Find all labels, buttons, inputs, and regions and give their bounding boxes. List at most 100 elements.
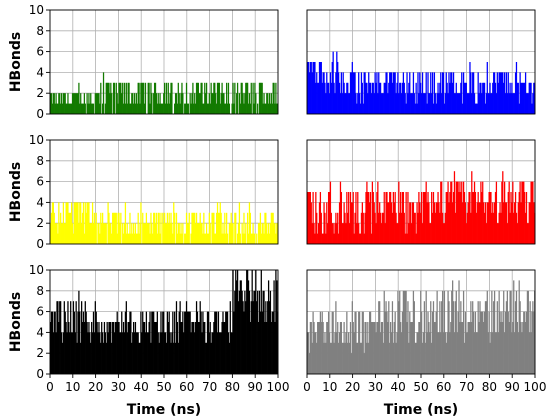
bar xyxy=(386,72,388,114)
x-tick-label: 90 xyxy=(505,380,520,394)
bar xyxy=(75,301,77,374)
bar xyxy=(351,62,353,114)
bar xyxy=(250,82,252,114)
bar xyxy=(503,332,506,374)
bar xyxy=(406,322,408,374)
bar xyxy=(122,103,125,114)
bar xyxy=(257,290,259,374)
bar xyxy=(476,103,478,114)
bar xyxy=(209,223,211,244)
bar xyxy=(271,311,273,374)
bar xyxy=(201,332,203,374)
bar xyxy=(316,72,318,114)
bar xyxy=(380,322,383,374)
bar xyxy=(428,202,430,244)
bar xyxy=(500,322,502,374)
bar xyxy=(498,290,500,374)
x-tick-label: 30 xyxy=(111,380,126,394)
bar xyxy=(400,82,402,114)
bar xyxy=(213,82,215,114)
bar xyxy=(220,332,222,374)
bar xyxy=(66,202,68,244)
bar xyxy=(324,82,326,114)
bar xyxy=(497,332,499,374)
bar xyxy=(223,322,225,374)
bar xyxy=(511,82,513,114)
bar xyxy=(376,192,378,244)
bar xyxy=(469,192,471,244)
bar xyxy=(457,311,459,374)
bar xyxy=(395,342,397,374)
bar xyxy=(524,212,527,244)
bar xyxy=(62,332,65,374)
bar xyxy=(383,192,385,244)
bar xyxy=(348,93,351,114)
x-tick-label: 10 xyxy=(65,380,80,394)
bar xyxy=(322,72,324,114)
bar xyxy=(387,202,389,244)
bar xyxy=(528,332,530,374)
bar xyxy=(467,322,469,374)
bar xyxy=(474,311,477,374)
bar xyxy=(51,202,54,244)
bar xyxy=(400,322,402,374)
bar xyxy=(529,202,531,244)
bar xyxy=(343,202,345,244)
bar xyxy=(57,301,59,374)
bar xyxy=(73,202,75,244)
bar xyxy=(61,342,64,374)
bar xyxy=(66,332,68,374)
series-bars xyxy=(50,202,279,244)
bar xyxy=(138,82,140,114)
y-tick-label: 10 xyxy=(29,3,44,17)
bar xyxy=(506,93,508,114)
bar xyxy=(93,212,96,244)
bar xyxy=(112,212,115,244)
bar xyxy=(480,181,482,244)
bar xyxy=(470,72,472,114)
bar xyxy=(219,332,221,374)
bar xyxy=(52,202,54,244)
bar xyxy=(109,93,111,114)
bar xyxy=(149,311,151,374)
bar xyxy=(102,72,105,114)
bar xyxy=(270,322,272,374)
bar xyxy=(177,342,179,374)
bar xyxy=(61,103,64,114)
bar xyxy=(493,290,496,374)
bar xyxy=(220,212,222,244)
bar xyxy=(461,322,463,374)
bar xyxy=(363,353,365,374)
bar xyxy=(234,290,236,374)
bar xyxy=(356,223,358,244)
bar xyxy=(433,202,436,244)
bar xyxy=(451,181,453,244)
bar xyxy=(72,93,75,114)
y-tick-label: 0 xyxy=(36,237,44,251)
bar xyxy=(524,72,527,114)
bar xyxy=(502,322,504,374)
bar xyxy=(383,290,385,374)
bar xyxy=(101,103,104,114)
bar xyxy=(101,322,103,374)
bar xyxy=(100,342,102,374)
bar xyxy=(322,322,324,374)
bar xyxy=(144,82,147,114)
bar xyxy=(205,93,207,114)
bar xyxy=(236,233,239,244)
bar xyxy=(86,322,88,374)
bar xyxy=(216,202,219,244)
bar xyxy=(59,93,61,114)
bar xyxy=(329,342,332,374)
bar xyxy=(162,212,164,244)
bar xyxy=(520,322,522,374)
bar xyxy=(264,103,266,114)
bar xyxy=(172,311,174,374)
bar xyxy=(135,93,137,114)
bar xyxy=(107,82,109,114)
bar xyxy=(170,82,172,114)
bar xyxy=(70,212,72,244)
bar xyxy=(102,342,105,374)
bar xyxy=(402,192,405,244)
bar xyxy=(455,181,457,244)
